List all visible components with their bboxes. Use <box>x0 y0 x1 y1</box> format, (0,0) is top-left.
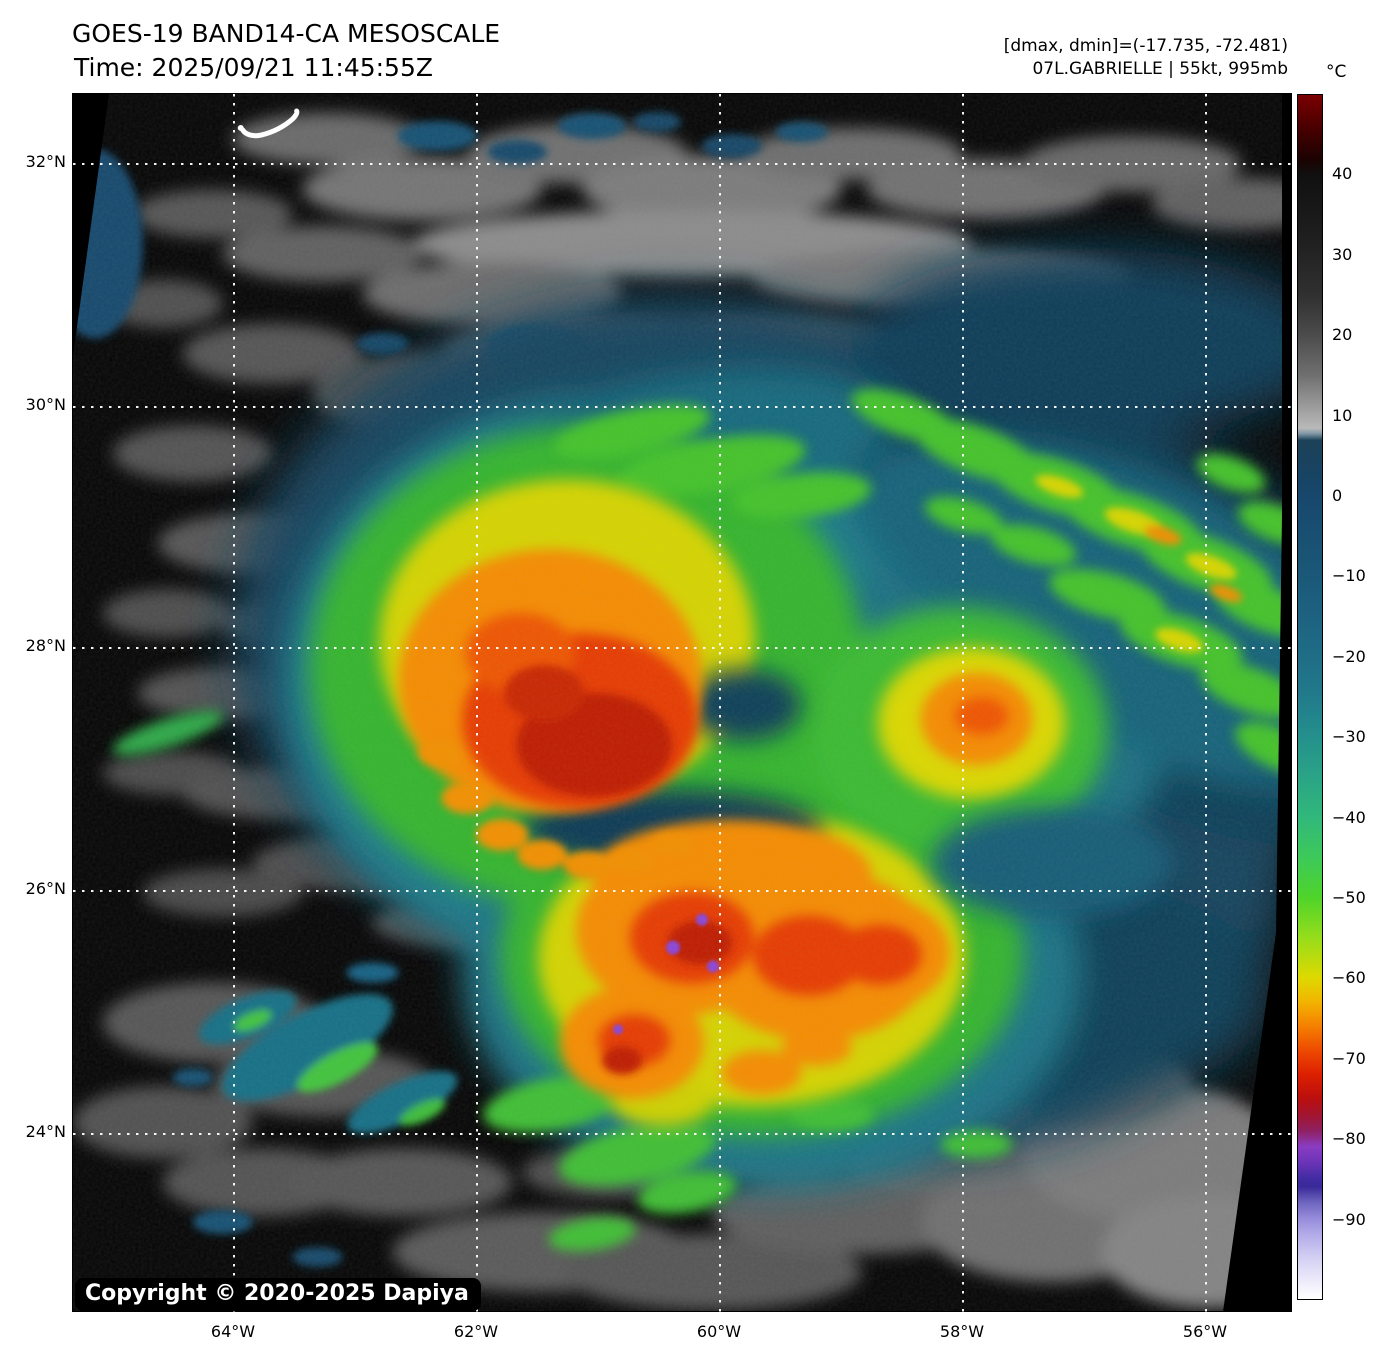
lat-label: 24°N <box>25 1122 66 1141</box>
colorbar-tick-label: 30 <box>1332 244 1353 264</box>
gridline-lon-56°W <box>1205 94 1207 1313</box>
colorbar-tick-label: 0 <box>1332 486 1343 505</box>
page-title: GOES-19 BAND14-CA MESOSCALE <box>72 19 501 48</box>
lon-label: 58°W <box>939 1322 985 1341</box>
colorbar-tick-label: −30 <box>1332 727 1366 747</box>
lon-label: 62°W <box>453 1322 499 1341</box>
lat-label: 32°N <box>25 152 66 171</box>
temperature-colorbar <box>1297 94 1323 1300</box>
gridline-lon-60°W <box>719 94 721 1313</box>
colorbar-tick-label: −20 <box>1332 646 1366 666</box>
gridline-lat-32°N <box>73 163 1293 165</box>
gridline-lat-28°N <box>73 647 1293 649</box>
lon-label: 64°W <box>210 1322 256 1341</box>
lat-label: 28°N <box>25 636 66 655</box>
satellite-scene <box>73 94 1291 1311</box>
gridline-lat-26°N <box>73 890 1293 892</box>
lat-label: 26°N <box>25 879 66 898</box>
image-grain-texture <box>73 94 1291 1311</box>
timestamp: Time: 2025/09/21 11:45:55Z <box>74 53 433 82</box>
colorbar-tick-label: −50 <box>1332 888 1366 907</box>
gridline-lat-30°N <box>73 406 1293 408</box>
lat-label: 30°N <box>25 395 66 414</box>
gridline-lon-58°W <box>962 94 964 1313</box>
lon-label: 56°W <box>1182 1322 1228 1341</box>
lon-label: 60°W <box>696 1322 742 1341</box>
colorbar-tick-label: −90 <box>1332 1209 1366 1229</box>
colorbar-unit-label: °C <box>1326 62 1347 82</box>
gridline-lon-64°W <box>233 94 235 1313</box>
dmax-dmin-annotation: [dmax, dmin]=(-17.735, -72.481) <box>1003 36 1288 56</box>
colorbar-tick-label: −10 <box>1332 566 1366 586</box>
colorbar-tick-label: −80 <box>1332 1129 1366 1149</box>
bermuda-outline <box>240 108 300 139</box>
colorbar-tick-label: 40 <box>1332 164 1353 184</box>
satellite-map: Copyright © 2020-2025 Dapiya <box>72 93 1293 1313</box>
gridline-lat-24°N <box>73 1133 1293 1135</box>
bermuda-outline-tip <box>237 124 244 131</box>
colorbar-tick-label: −60 <box>1332 968 1366 988</box>
colorbar-tick-label: −70 <box>1332 1048 1366 1068</box>
colorbar-tick-label: 10 <box>1332 405 1353 425</box>
colorbar-tick-label: 20 <box>1332 325 1353 345</box>
copyright-badge: Copyright © 2020-2025 Dapiya <box>75 1278 481 1311</box>
colorbar-tick-label: −40 <box>1332 807 1366 827</box>
storm-info-annotation: 07L.GABRIELLE | 55kt, 995mb <box>1032 59 1288 79</box>
gridline-lon-62°W <box>476 94 478 1313</box>
